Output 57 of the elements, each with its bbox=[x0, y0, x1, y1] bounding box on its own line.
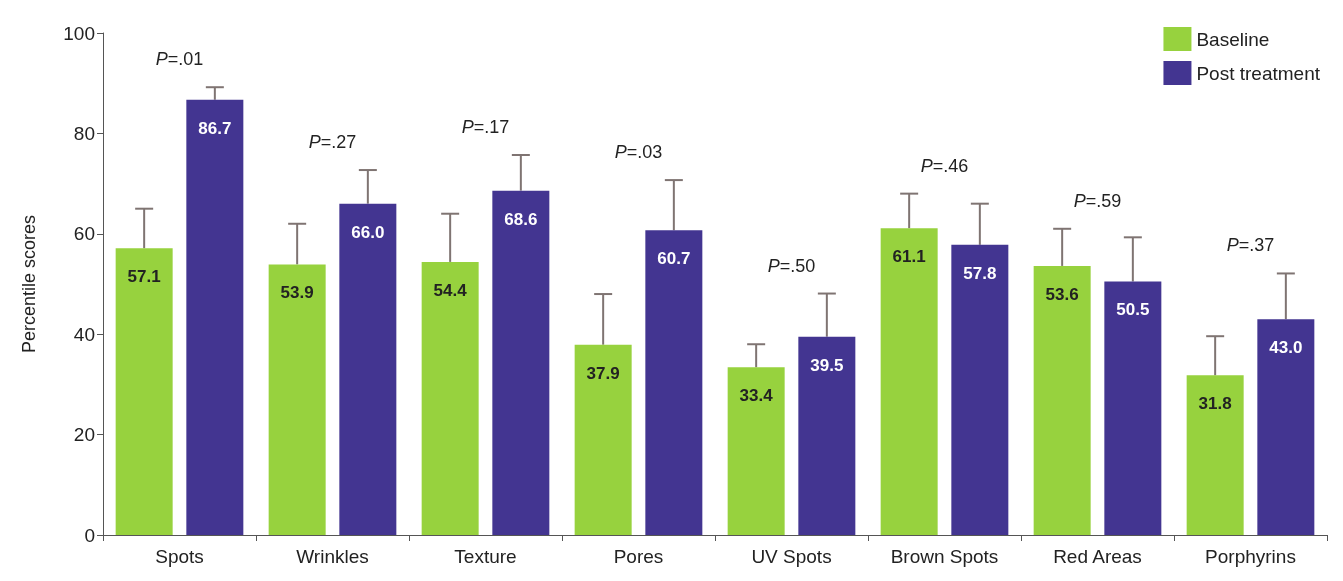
x-tick-label: Porphyrins bbox=[1205, 546, 1296, 567]
data-label: 66.0 bbox=[351, 222, 385, 242]
y-tick-label: 20 bbox=[73, 424, 95, 446]
data-label: 43.0 bbox=[1269, 338, 1303, 358]
bar bbox=[880, 228, 938, 535]
bar bbox=[727, 367, 785, 535]
bar bbox=[1104, 281, 1162, 535]
y-tick-label: 40 bbox=[73, 323, 95, 345]
bar bbox=[115, 248, 173, 535]
data-label: 60.7 bbox=[657, 249, 691, 269]
bar bbox=[798, 336, 856, 535]
data-label: 33.4 bbox=[739, 386, 774, 406]
annotation: P=.01 bbox=[155, 49, 204, 70]
y-tick-label: 0 bbox=[84, 524, 95, 546]
bar bbox=[421, 261, 479, 535]
y-tick-label: 60 bbox=[73, 223, 95, 245]
x-tick-label: Texture bbox=[454, 546, 517, 567]
x-tick-label: UV Spots bbox=[751, 546, 832, 567]
y-axis-title: Percentile scores bbox=[19, 214, 39, 354]
annotation: P=.03 bbox=[614, 142, 663, 163]
annotation: P=.27 bbox=[308, 132, 357, 153]
data-label: 54.4 bbox=[433, 280, 468, 300]
bar bbox=[1033, 265, 1091, 535]
x-tick-label: Pores bbox=[613, 546, 664, 567]
annotation: P=.46 bbox=[920, 155, 969, 176]
bar bbox=[186, 99, 244, 535]
bar bbox=[645, 230, 703, 535]
x-tick-label: Brown Spots bbox=[890, 546, 999, 567]
annotation: P=.37 bbox=[1226, 235, 1275, 256]
data-label: 53.6 bbox=[1045, 284, 1079, 304]
x-tick-label: Spots bbox=[155, 546, 204, 567]
data-label: 68.6 bbox=[504, 209, 538, 229]
bar bbox=[1186, 375, 1244, 535]
legend-label: Post treatment bbox=[1196, 62, 1321, 84]
bar bbox=[574, 344, 632, 535]
bar bbox=[268, 264, 326, 535]
data-label: 61.1 bbox=[892, 247, 926, 267]
x-tick-label: Wrinkles bbox=[296, 546, 369, 567]
data-label: 53.9 bbox=[280, 283, 314, 303]
x-tick-label: Red Areas bbox=[1053, 546, 1142, 567]
data-label: 57.8 bbox=[963, 263, 997, 283]
annotation: P=.17 bbox=[461, 116, 510, 137]
legend-label: Baseline bbox=[1196, 28, 1270, 50]
data-label: 50.5 bbox=[1116, 300, 1150, 320]
y-tick-label: 100 bbox=[63, 22, 95, 44]
data-label: 37.9 bbox=[586, 363, 620, 383]
bar bbox=[1257, 319, 1315, 535]
y-tick-label: 80 bbox=[73, 122, 95, 144]
data-label: 86.7 bbox=[198, 118, 232, 138]
annotation: P=.50 bbox=[767, 255, 816, 276]
data-label: 57.1 bbox=[127, 267, 161, 287]
bar bbox=[951, 244, 1009, 535]
data-label: 39.5 bbox=[810, 355, 844, 375]
annotation: P=.59 bbox=[1073, 190, 1122, 211]
data-label: 31.8 bbox=[1198, 394, 1232, 414]
bar bbox=[492, 190, 550, 535]
bar bbox=[339, 203, 397, 535]
